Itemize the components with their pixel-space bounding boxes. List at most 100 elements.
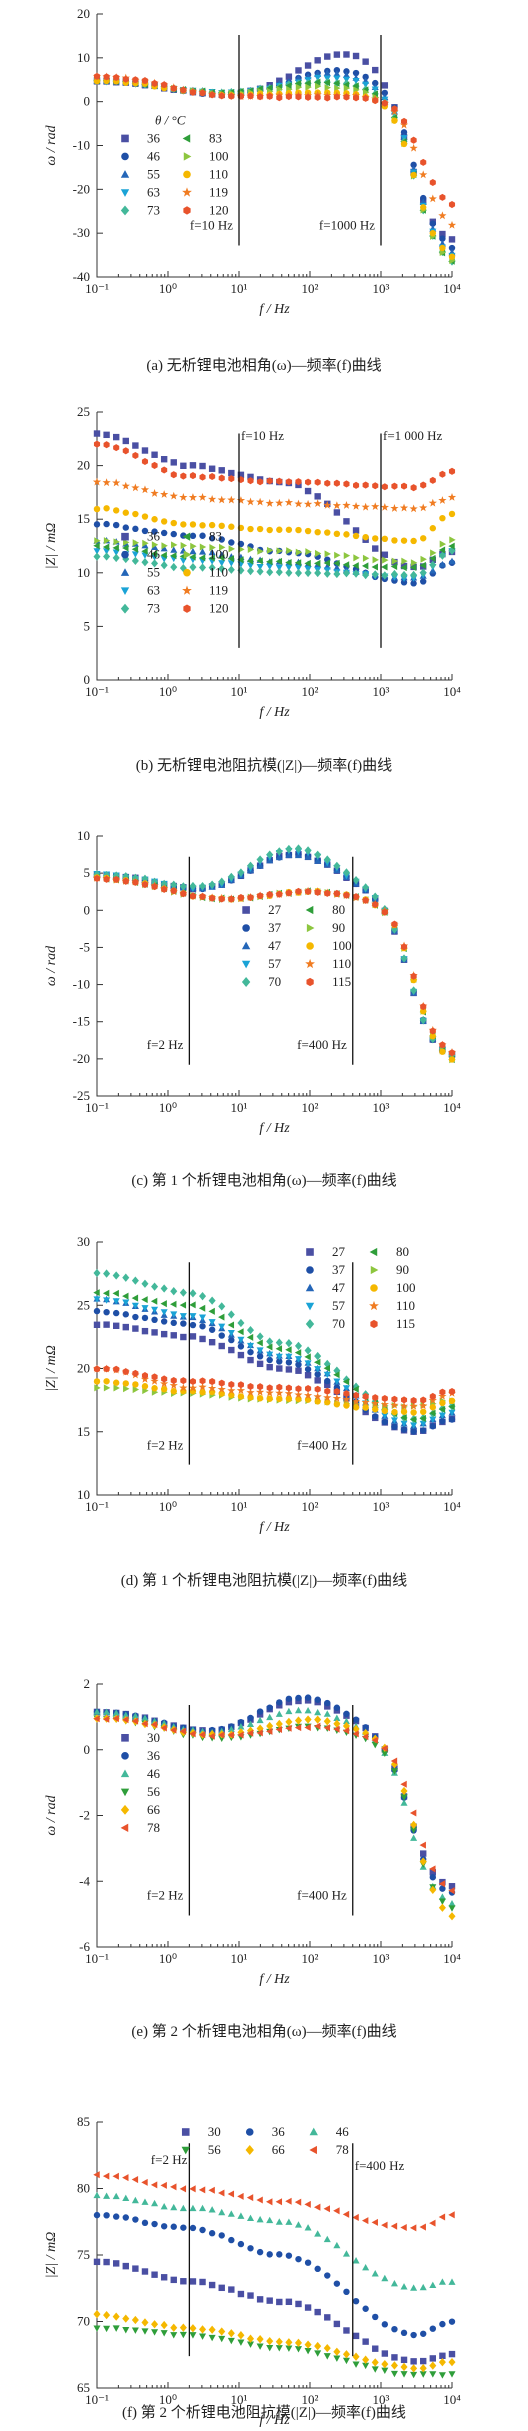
data-point (284, 1389, 293, 1398)
data-point (353, 1391, 360, 1399)
data-point (439, 244, 446, 252)
data-point (361, 1733, 369, 1741)
data-point (161, 542, 168, 550)
data-point (429, 1027, 436, 1035)
data-point (103, 2212, 110, 2219)
chart-panel-c: 10⁻¹ 10⁰ 10¹ 10² 10³ 10⁴ 10 5 0 -5 -10 -15 -20 -25 f /… (44, 828, 461, 1189)
data-point (333, 2347, 341, 2356)
legend-marker (183, 568, 191, 577)
legend-label: 100 (332, 938, 352, 953)
data-point (103, 2325, 111, 2333)
data-point (228, 2236, 235, 2244)
data-point (170, 1332, 177, 1339)
data-point (151, 2199, 159, 2207)
legend-marker (121, 532, 129, 541)
data-point (353, 94, 360, 102)
data-point (103, 1269, 111, 1278)
data-point (390, 562, 398, 570)
data-point (352, 1385, 359, 1393)
data-point (141, 1279, 149, 1288)
data-point (266, 2344, 274, 2352)
data-point (353, 554, 360, 562)
data-point (103, 1297, 111, 1304)
data-point (151, 1329, 158, 1336)
data-point (122, 524, 129, 531)
data-point (275, 847, 283, 856)
data-point (428, 194, 437, 203)
legend-marker (182, 585, 192, 595)
data-point (122, 2174, 129, 2182)
data-point (429, 2219, 436, 2227)
data-point (132, 442, 139, 449)
data-point (170, 546, 178, 553)
data-point (323, 500, 332, 509)
data-point (362, 73, 369, 81)
data-point (160, 529, 168, 537)
data-point (429, 1885, 437, 1895)
data-point (141, 1720, 148, 1728)
x-axis-label: f / Hz (259, 1520, 290, 1535)
data-point (448, 1403, 455, 1411)
data-point (199, 1291, 207, 1301)
data-point (333, 1388, 340, 1396)
legend-label: 110 (209, 166, 228, 181)
legend-label: 47 (268, 938, 282, 953)
data-point (237, 1393, 245, 1400)
data-point (275, 1710, 283, 1717)
data-point (409, 1401, 418, 1410)
data-point (93, 1289, 100, 1297)
data-point (180, 2278, 187, 2285)
legend-label: 47 (332, 1280, 346, 1295)
legend-marker (183, 152, 192, 161)
data-point (218, 536, 225, 543)
data-point (256, 855, 264, 864)
data-point (141, 1714, 149, 1721)
data-point (122, 1711, 130, 1719)
legend-marker (245, 2145, 254, 2155)
data-point (314, 888, 321, 896)
data-point (275, 2345, 283, 2352)
data-point (141, 1383, 149, 1390)
data-point (131, 2176, 139, 2184)
data-point (93, 1296, 101, 1303)
data-point (353, 893, 360, 901)
data-point (304, 1360, 312, 1367)
data-point (141, 2328, 149, 2335)
data-point (294, 1716, 303, 1725)
data-point (122, 2327, 130, 2334)
data-point (256, 557, 263, 565)
data-point (438, 1903, 446, 1912)
data-point (208, 548, 216, 556)
x-tick-label: 10² (302, 1951, 319, 1966)
data-point (170, 887, 177, 895)
data-point (400, 1420, 408, 1428)
data-point (256, 1353, 264, 1360)
data-point (419, 1857, 427, 1866)
data-point (285, 1359, 293, 1366)
data-point (303, 499, 313, 508)
data-point (400, 1414, 407, 1422)
data-point (180, 1377, 187, 1385)
data-point (390, 1417, 398, 1424)
y-axis-label: ω / rad (44, 1794, 59, 1835)
data-point (333, 1719, 341, 1728)
data-point (362, 58, 369, 65)
data-point (275, 498, 284, 507)
data-point (141, 1314, 149, 1322)
data-point (257, 892, 264, 900)
data-point (429, 1404, 437, 1411)
frequency-marker-label: f=400 Hz (297, 1437, 347, 1452)
x-tick-label: 10⁴ (443, 1100, 461, 1115)
data-point (410, 580, 417, 587)
data-point (295, 83, 303, 91)
data-point (439, 2320, 446, 2328)
legend-marker (182, 187, 192, 197)
data-point (266, 526, 273, 534)
data-point (150, 489, 159, 497)
data-point (372, 1394, 379, 1402)
data-point (314, 57, 321, 64)
data-point (180, 472, 187, 480)
frequency-marker-label: f=10 Hz (190, 218, 233, 233)
data-point (179, 2185, 187, 2193)
data-point (189, 2204, 197, 2212)
